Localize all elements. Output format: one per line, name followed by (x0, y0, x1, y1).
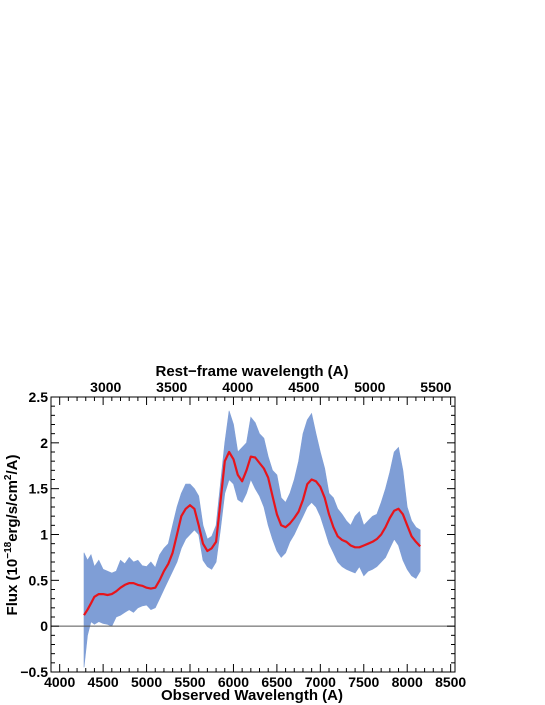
y-axis-title-mid: erg/s/cm (4, 480, 21, 542)
y-tick-label: 2.5 (29, 389, 49, 405)
axis-ticks (50, 396, 455, 673)
x-tick-label: 5000 (131, 674, 162, 690)
x-tick-label: 4000 (44, 674, 75, 690)
y-tick-label: 2 (40, 435, 48, 451)
tick-labels: 4000 4500 5000 5500 6000 6500 7000 7500 8000 8500… (20, 379, 466, 690)
top-tick-label: 4000 (222, 379, 253, 395)
flux-band-series (83, 410, 421, 668)
top-tick-label: 4500 (288, 379, 319, 395)
x-tick-label: 6500 (261, 674, 292, 690)
top-tick-label: 3000 (90, 379, 121, 395)
y-tick-label: 1 (40, 527, 48, 543)
x-tick-label: 5500 (174, 674, 205, 690)
model-fit-series (83, 450, 422, 616)
y-tick-label: −0.5 (20, 664, 48, 680)
y-axis-title-exp1: −18 (3, 541, 14, 558)
top-tick-label: 5500 (420, 379, 451, 395)
y-axis-title-exp2: 2 (3, 474, 14, 480)
y-tick-label: 0.5 (29, 572, 49, 588)
model-fit-line (83, 450, 422, 616)
top-tick-label: 3500 (156, 379, 187, 395)
x-tick-label: 8500 (435, 674, 466, 690)
x-tick-label: 8000 (392, 674, 423, 690)
y-tick-label: 0 (40, 618, 48, 634)
top-tick-label: 5000 (354, 379, 385, 395)
y-tick-label: 1.5 (29, 481, 49, 497)
y-axis-title-prefix: Flux (10 (4, 559, 21, 616)
x-tick-label: 7000 (305, 674, 336, 690)
top-axis-title: Rest−frame wavelength (A) (156, 363, 349, 380)
x-axis-title: Observed Wavelength (A) (161, 687, 343, 704)
y-axis-title: Flux (10−18erg/s/cm2/A) (3, 455, 21, 616)
x-tick-label: 6000 (218, 674, 249, 690)
y-axis-title-suffix: /A) (4, 455, 21, 475)
x-tick-label: 7500 (348, 674, 379, 690)
x-tick-label: 4500 (88, 674, 119, 690)
flux-band (83, 410, 421, 668)
